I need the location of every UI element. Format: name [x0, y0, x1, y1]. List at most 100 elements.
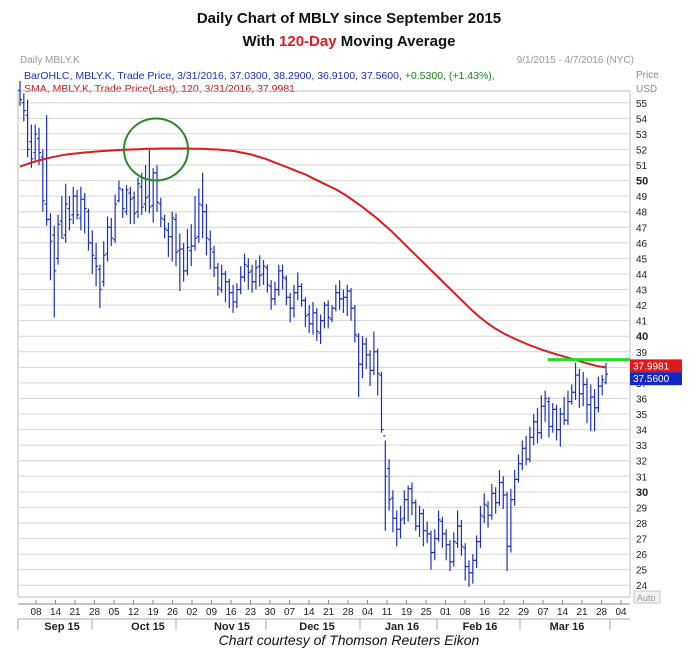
ohlc-bar — [527, 426, 532, 463]
ohlc-bar — [360, 336, 365, 379]
ohlc-bar — [535, 407, 540, 444]
ohlc-bar — [151, 168, 156, 223]
ohlc-bar — [516, 454, 521, 483]
y-tick-label: 26 — [636, 550, 648, 561]
ohlc-bar — [375, 348, 380, 396]
ohlc-bar — [44, 115, 49, 226]
ohlc-bar — [508, 488, 513, 553]
ohlc-bar — [143, 165, 148, 212]
ohlc-bar — [109, 217, 114, 246]
x-month-label: Oct 15 — [131, 621, 165, 633]
ohlc-bar — [432, 529, 437, 561]
x-tick-label: 21 — [576, 607, 588, 618]
x-tick-label: 19 — [147, 607, 159, 618]
x-tick-label: 30 — [264, 607, 276, 618]
ohlc-bar — [170, 211, 175, 262]
ohlc-bar — [531, 414, 536, 446]
ohlc-bar — [364, 337, 369, 369]
ohlc-bar — [52, 225, 57, 318]
ohlc-bar — [101, 241, 106, 287]
x-tick-label: 25 — [420, 607, 432, 618]
ohlc-legend: BarOHLC, MBLY.K, Trade Price, 3/31/2016,… — [24, 70, 495, 82]
ohlc-bar — [212, 245, 217, 278]
ohlc-bar — [455, 510, 460, 548]
ohlc-bar — [166, 222, 171, 257]
ohlc-bar — [132, 191, 137, 225]
x-tick-label: 28 — [596, 607, 608, 618]
y-tick-label: 35 — [636, 410, 648, 421]
sma-value-label: 37.9981 — [633, 361, 670, 372]
ohlc-bar — [565, 390, 570, 425]
x-tick-label: 14 — [557, 607, 569, 618]
ohlc-bar — [520, 440, 525, 471]
x-month-label: Nov 15 — [214, 621, 250, 633]
ohlc-bar — [105, 216, 110, 262]
y-tick-label: 50 — [636, 176, 648, 188]
x-month-label: Dec 15 — [299, 621, 334, 633]
ohlc-bar — [383, 435, 388, 531]
ohlc-bar — [71, 186, 76, 225]
ohlc-bar — [584, 378, 589, 424]
x-tick-label: 14 — [50, 607, 62, 618]
y-tick-label: 42 — [636, 301, 648, 312]
plot-frame — [17, 90, 631, 598]
ohlc-bar — [577, 368, 582, 408]
ohlc-bar — [204, 203, 209, 256]
ohlc-bar — [459, 519, 464, 556]
y-tick-label: 46 — [636, 239, 648, 250]
date-range-label: 9/1/2015 - 4/7/2016 (NYC) — [516, 55, 634, 66]
ohlc-bar — [37, 127, 42, 166]
ohlc-bar — [265, 264, 270, 293]
ohlc-bar — [345, 284, 350, 316]
currency-axis-label: USD — [636, 84, 657, 95]
y-tick-label: 33 — [636, 441, 648, 452]
y-tick-label: 41 — [636, 317, 648, 328]
ohlc-bar — [436, 510, 441, 542]
price-value-label: 37.5600 — [633, 374, 670, 385]
ohlc-bar — [200, 172, 205, 239]
ohlc-bar — [250, 264, 255, 293]
y-tick-label: 49 — [636, 192, 648, 203]
price-value-tag — [630, 372, 682, 386]
ohlc-bar — [546, 396, 551, 438]
ohlc-bar — [398, 505, 403, 539]
ohlc-bar — [158, 197, 163, 228]
y-tick-label: 32 — [636, 457, 648, 468]
ohlc-bar — [337, 280, 342, 310]
ohlc-bar — [181, 242, 186, 282]
ohlc-bar — [333, 284, 338, 312]
ohlc-bar — [215, 263, 220, 296]
x-tick-label: 29 — [518, 607, 530, 618]
ohlc-bar — [147, 149, 152, 214]
ohlc-change: +0.5300, (+1.43%), — [404, 70, 495, 82]
ohlc-bar — [193, 196, 198, 251]
auto-scale-label: Auto — [637, 593, 656, 603]
ohlc-bar — [154, 165, 159, 212]
ohlc-bar — [246, 258, 251, 290]
ohlc-bar — [311, 301, 315, 335]
ohlc-bar — [128, 186, 133, 225]
chart-title: Daily Chart of MBLY since September 2015 — [196, 10, 502, 27]
y-tick-label: 47 — [636, 223, 648, 234]
ohlc-bar — [562, 396, 567, 425]
ohlc-bar — [501, 476, 506, 509]
x-tick-label: 05 — [108, 607, 120, 618]
ohlc-bar — [223, 270, 228, 302]
x-tick-label: 16 — [225, 607, 237, 618]
ohlc-bar — [135, 177, 140, 218]
ohlc-bar — [600, 375, 605, 396]
x-tick-label: 07 — [284, 607, 296, 618]
y-tick-label: 45 — [636, 254, 648, 265]
y-tick-label: 27 — [636, 535, 648, 546]
ohlc-bar — [67, 196, 72, 231]
ohlc-bar — [387, 459, 392, 511]
chart-subtitle: With 120-Day Moving Average — [0, 33, 698, 50]
ohlc-bar — [196, 188, 201, 243]
ohlc-bar — [451, 532, 456, 567]
ohlc-bar — [592, 389, 597, 432]
y-tick-label: 29 — [636, 503, 648, 514]
ohlc-bar — [440, 516, 445, 548]
auto-scale-box — [633, 590, 661, 604]
x-month-label: Jan 16 — [385, 621, 419, 633]
x-tick-label: 19 — [401, 607, 413, 618]
